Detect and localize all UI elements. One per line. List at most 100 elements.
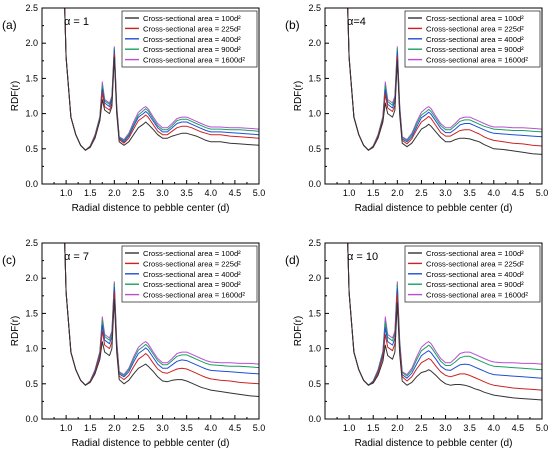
x-tick-label: 2.0 (391, 423, 404, 433)
series-line-2 (64, 8, 259, 151)
x-tick-label: 2.5 (132, 188, 145, 198)
legend-label-3: Cross-sectional area = 400d² (426, 35, 524, 44)
y-tick-label: 1.0 (25, 109, 38, 119)
series-group (64, 243, 259, 397)
legend: Cross-sectional area = 100d²Cross-sectio… (404, 10, 541, 68)
legend-label-4: Cross-sectional area = 900d² (143, 280, 241, 289)
x-tick-label: 3.5 (180, 188, 193, 198)
x-tick-label: 4.0 (488, 188, 501, 198)
x-tick-label: 5.0 (253, 188, 266, 198)
chart-panel-3: 1.0 1.5 2.0 2.5 3.0 3.5 4.0 4.5 5.0 0.0 0.5 1.0 1.5 2… (2, 238, 265, 449)
y-tick-label: 0.0 (308, 179, 321, 189)
x-tick-label: 4.0 (205, 188, 218, 198)
y-tick-label: 2.5 (308, 238, 321, 248)
x-tick-label: 5.0 (536, 423, 549, 433)
legend-label-2: Cross-sectional area = 225d² (426, 259, 524, 268)
series-line-1 (64, 8, 259, 151)
y-tick-label: 1.0 (308, 109, 321, 119)
y-axis-label: RDF(r) (293, 316, 304, 347)
y-tick-label: 2.5 (25, 238, 38, 248)
x-tick-label: 4.5 (229, 423, 242, 433)
series-line-1 (347, 243, 542, 401)
x-tick-label: 3.5 (180, 423, 193, 433)
y-tick-label: 1.0 (308, 344, 321, 354)
x-tick-label: 4.5 (512, 188, 525, 198)
series-line-2 (347, 8, 542, 151)
y-tick-label: 0.5 (308, 144, 321, 154)
legend-label-5: Cross-sectional area = 1600d² (426, 291, 528, 300)
y-tick-label: 2.0 (25, 273, 38, 283)
alpha-label: α = 7 (64, 251, 89, 263)
legend-label-1: Cross-sectional area = 100d² (426, 249, 524, 258)
legend-label-1: Cross-sectional area = 100d² (143, 14, 241, 23)
x-tick-label: 3.0 (156, 188, 169, 198)
series-group (347, 243, 542, 401)
panel-tag: (a) (2, 18, 17, 32)
legend-label-2: Cross-sectional area = 225d² (143, 24, 241, 33)
y-axis-label: RDF(r) (10, 316, 21, 347)
panel-tag: (d) (285, 253, 300, 267)
series-line-4 (347, 243, 542, 386)
legend-box (404, 10, 541, 68)
legend-label-5: Cross-sectional area = 1600d² (143, 291, 245, 300)
series-line-2 (64, 243, 259, 386)
legend-box (404, 245, 541, 303)
legend: Cross-sectional area = 100d²Cross-sectio… (404, 245, 541, 303)
x-tick-label: 1.0 (60, 188, 73, 198)
x-axis-label: Radial distence to pebble center (d) (355, 438, 513, 449)
y-tick-label: 0.0 (308, 414, 321, 424)
panel-tag: (c) (2, 253, 16, 267)
series-line-2 (347, 243, 542, 391)
x-tick-label: 3.5 (463, 188, 476, 198)
y-tick-label: 1.5 (308, 73, 321, 83)
legend-label-3: Cross-sectional area = 400d² (143, 270, 241, 279)
y-axis-label: RDF(r) (293, 81, 304, 112)
x-tick-label: 2.5 (415, 423, 428, 433)
x-tick-label: 1.5 (367, 188, 380, 198)
x-tick-label: 1.5 (84, 423, 97, 433)
x-tick-label: 5.0 (536, 188, 549, 198)
y-tick-label: 0.0 (25, 414, 38, 424)
alpha-label: α = 10 (347, 251, 378, 263)
series-line-1 (64, 243, 259, 397)
x-tick-label: 1.5 (367, 423, 380, 433)
chart-panel-1: 1.0 1.5 2.0 2.5 3.0 3.5 4.0 4.5 5.0 0.0 0.5 1.0 1.5 2… (2, 3, 265, 214)
series-line-3 (347, 243, 542, 386)
legend-label-4: Cross-sectional area = 900d² (143, 45, 241, 54)
x-axis-label: Radial distence to pebble center (d) (72, 438, 230, 449)
legend-label-1: Cross-sectional area = 100d² (426, 14, 524, 23)
y-tick-label: 0.5 (308, 379, 321, 389)
legend-label-4: Cross-sectional area = 900d² (426, 280, 524, 289)
x-tick-label: 1.0 (60, 423, 73, 433)
x-tick-label: 2.0 (108, 188, 121, 198)
alpha-label: α=4 (347, 16, 366, 28)
x-tick-label: 3.0 (439, 188, 452, 198)
alpha-label: α = 1 (64, 16, 89, 28)
panel-tag: (b) (285, 18, 300, 32)
legend: Cross-sectional area = 100d²Cross-sectio… (121, 245, 258, 303)
x-tick-label: 4.0 (488, 423, 501, 433)
series-group (347, 8, 542, 155)
chart-panel-2: 1.0 1.5 2.0 2.5 3.0 3.5 4.0 4.5 5.0 0.0 0.5 1.0 1.5 2… (285, 3, 548, 214)
legend-box (121, 245, 258, 303)
y-tick-label: 1.5 (25, 308, 38, 318)
series-group (64, 8, 259, 151)
x-tick-label: 3.0 (156, 423, 169, 433)
y-tick-label: 1.5 (308, 308, 321, 318)
y-tick-label: 0.5 (25, 144, 38, 154)
x-tick-label: 2.5 (415, 188, 428, 198)
y-axis-label: RDF(r) (10, 81, 21, 112)
y-tick-label: 2.0 (25, 38, 38, 48)
y-tick-label: 2.5 (308, 3, 321, 13)
y-tick-label: 2.0 (308, 273, 321, 283)
legend-label-5: Cross-sectional area = 1600d² (426, 56, 528, 65)
legend-box (121, 10, 258, 68)
x-tick-label: 1.5 (84, 188, 97, 198)
series-line-1 (347, 8, 542, 155)
x-tick-label: 2.5 (132, 423, 145, 433)
x-tick-label: 2.0 (391, 188, 404, 198)
legend-label-2: Cross-sectional area = 225d² (426, 24, 524, 33)
y-tick-label: 1.5 (25, 73, 38, 83)
x-axis-label: Radial distence to pebble center (d) (72, 203, 230, 214)
